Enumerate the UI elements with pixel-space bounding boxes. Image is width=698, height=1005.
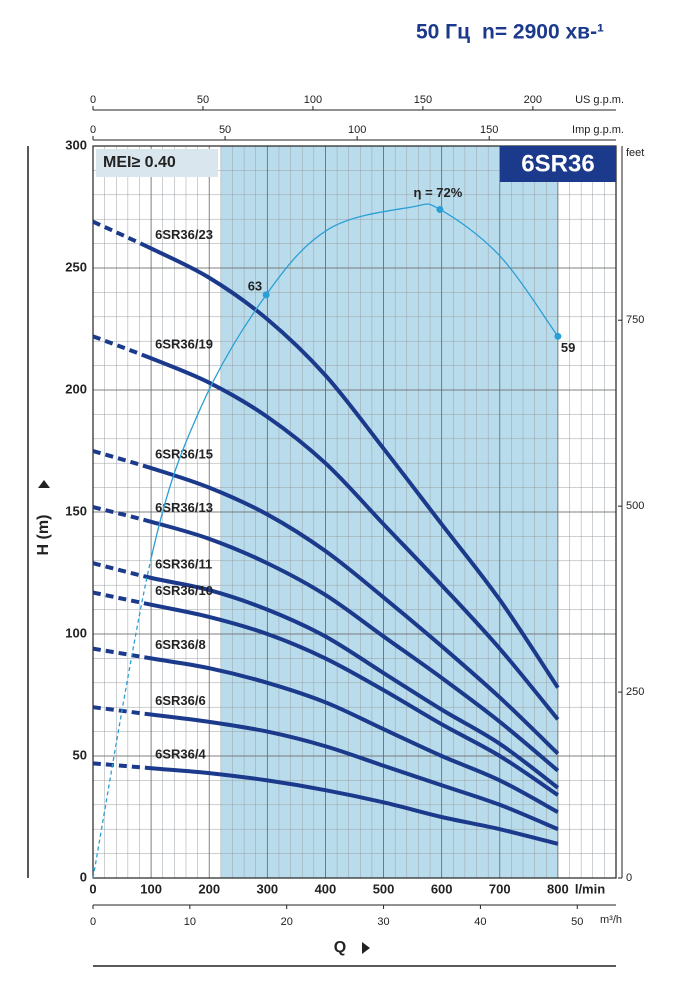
- curve-label: 6SR36/15: [155, 447, 213, 462]
- top-tick-label: 50: [197, 94, 209, 106]
- efficiency-curve: [92, 203, 559, 879]
- right-tick-label: 500: [626, 500, 644, 512]
- right-axis-unit: feet: [626, 147, 644, 159]
- x-tick-label: 400: [315, 881, 337, 896]
- curve-label: 6SR36/4: [155, 747, 206, 762]
- y-axis-title: H (m): [35, 515, 52, 556]
- pump-curve: [92, 505, 560, 773]
- right-tick-label: 0: [626, 872, 632, 884]
- pump-curve: [92, 646, 559, 814]
- curve-label: 6SR36/8: [155, 637, 206, 652]
- top-tick-label: 200: [524, 94, 542, 106]
- y-tick-label: 100: [65, 625, 87, 640]
- y-tick-label: 300: [65, 137, 87, 152]
- pump-curve: [92, 705, 559, 832]
- plot-frame: [92, 145, 617, 879]
- top-axis-unit: US g.p.m.: [575, 94, 624, 106]
- model-box: [500, 146, 616, 182]
- top-axis-unit: Imp g.p.m.: [572, 124, 624, 136]
- efficiency-point: [436, 205, 444, 213]
- x-tick-label: 600: [431, 881, 453, 896]
- top-tick-label: 150: [480, 124, 498, 136]
- chart-title: 50 Гц: [416, 21, 470, 44]
- x-axis-title: Q: [334, 939, 346, 956]
- curve-label: 6SR36/10: [155, 583, 213, 598]
- y-tick-label: 50: [73, 747, 87, 762]
- y-tick-label: 0: [80, 869, 87, 884]
- efficiency-point: [554, 332, 562, 340]
- x-unit: l/min: [575, 881, 605, 896]
- curve-label: 6SR36/19: [155, 337, 213, 352]
- model-label: 6SR36: [521, 150, 594, 177]
- right-tick-label: 750: [626, 314, 644, 326]
- chart-subtitle: n= 2900 хв-¹: [482, 21, 604, 44]
- top-tick-label: 100: [348, 124, 366, 136]
- efficiency-label: 63: [248, 278, 262, 293]
- curve-label: 6SR36/13: [155, 500, 213, 515]
- y-tick-label: 150: [65, 503, 87, 518]
- y-tick-label: 200: [65, 381, 87, 396]
- bottom-tick-label: 10: [184, 916, 196, 928]
- top-tick-label: 100: [304, 94, 322, 106]
- bottom-tick-label: 30: [377, 916, 389, 928]
- efficiency-label: η = 72%: [414, 185, 463, 200]
- pump-curve: [92, 334, 560, 721]
- pump-curve: [92, 219, 560, 689]
- bottom-tick-label: 20: [281, 916, 293, 928]
- curve-label: 6SR36/11: [155, 556, 212, 571]
- bottom-axis-unit: m³/h: [600, 914, 622, 926]
- pump-curve: [92, 561, 560, 790]
- x-arrow: [362, 942, 370, 954]
- x-tick-label: 500: [373, 881, 395, 896]
- pump-curve: [92, 590, 560, 797]
- top-tick-label: 0: [90, 94, 96, 106]
- bottom-tick-label: 0: [90, 916, 96, 928]
- bottom-tick-label: 50: [571, 916, 583, 928]
- x-tick-label: 800: [547, 881, 569, 896]
- top-tick-label: 50: [219, 124, 231, 136]
- x-tick-label: 200: [198, 881, 220, 896]
- x-tick-label: 100: [140, 881, 162, 896]
- x-tick-label: 300: [256, 881, 278, 896]
- x-tick-label: 0: [89, 881, 96, 896]
- efficiency-point: [262, 291, 270, 299]
- top-tick-label: 150: [414, 94, 432, 106]
- x-tick-label: 700: [489, 881, 511, 896]
- y-arrow: [38, 480, 50, 488]
- bottom-tick-label: 40: [474, 916, 486, 928]
- pump-curve: [92, 761, 559, 846]
- mei-box: [96, 149, 218, 177]
- top-tick-label: 0: [90, 124, 96, 136]
- mei-label: MEI≥ 0.40: [103, 154, 176, 171]
- y-tick-label: 250: [65, 259, 87, 274]
- pump-curve: [92, 449, 560, 755]
- curve-label: 6SR36/23: [155, 227, 213, 242]
- efficiency-label: 59: [561, 340, 575, 355]
- right-tick-label: 250: [626, 686, 644, 698]
- curve-label: 6SR36/6: [155, 693, 206, 708]
